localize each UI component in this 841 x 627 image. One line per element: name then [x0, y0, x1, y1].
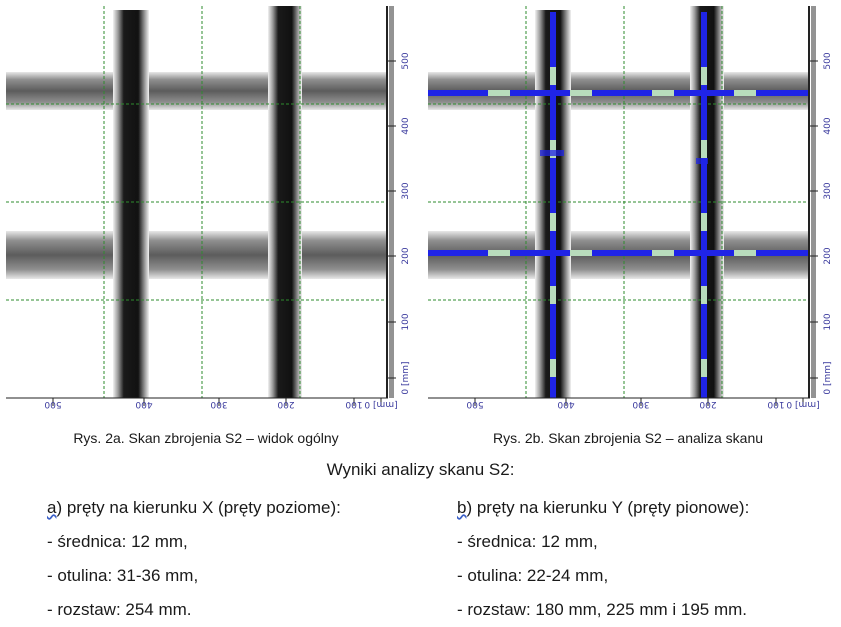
overlay-marker-2: [696, 158, 708, 164]
x-tick-label-5: 100: [767, 399, 784, 409]
results-y-cover: - otulina: 22-24 mm,: [457, 566, 609, 585]
x-tick-label-1: 500: [44, 399, 61, 409]
x-tick-label-4: 200: [699, 399, 716, 409]
y-tick-label-2: 400: [823, 117, 833, 134]
x-tick-label-6: [mm] 0: [786, 399, 819, 409]
y-tick-label-1: 500: [823, 52, 833, 69]
y-axis-shade: [389, 6, 394, 398]
x-tick-label-5: 100: [345, 399, 362, 409]
results-x-direction: a) pręty na kierunku X (pręty poziome): …: [47, 491, 341, 627]
horizontal-rebar-2: [6, 231, 386, 279]
caption-a: Rys. 2a. Skan zbrojenia S2 – widok ogóln…: [73, 430, 339, 446]
y-axis-line: [386, 6, 388, 398]
x-tick-label-1: 500: [466, 399, 483, 409]
y-tick-label-3: 300: [401, 182, 411, 199]
results-heading: Wyniki analizy skanu S2:: [326, 460, 515, 479]
results-x-title-text: ) pręty na kierunku X (pręty poziome):: [56, 498, 341, 517]
y-axis-line: [808, 6, 810, 398]
scan-figure-a: 500 400 300 200 100 0 [mm] 500 400 300 200 100 [mm]…: [6, 6, 420, 414]
y-tick-label-1: 500: [401, 52, 411, 69]
y-tick-label-2: 400: [401, 117, 411, 134]
x-tick-label-3: 300: [632, 399, 649, 409]
y-tick-label-6: 0 [mm]: [823, 361, 833, 394]
results-x-diameter: - średnica: 12 mm,: [47, 532, 188, 551]
y-tick-label-4: 200: [401, 247, 411, 264]
results-y-direction: b) pręty na kierunku Y (pręty pionowe): …: [457, 491, 749, 627]
y-tick-label-4: 200: [823, 247, 833, 264]
results-x-letter: a: [47, 498, 57, 517]
caption-b: Rys. 2b. Skan zbrojenia S2 – analiza ska…: [492, 430, 764, 446]
results-x-cover: - otulina: 31-36 mm,: [47, 566, 199, 585]
results-y-diameter: - średnica: 12 mm,: [457, 532, 598, 551]
y-tick-label-3: 300: [823, 182, 833, 199]
overlay-marker-1: [540, 150, 564, 156]
y-tick-label-5: 100: [401, 313, 411, 330]
results-x-spacing: - rozstaw: 254 mm.: [47, 600, 192, 619]
results-y-letter: b: [457, 498, 467, 517]
results-y-title: b) pręty na kierunku Y (pręty pionowe):: [457, 491, 749, 525]
x-tick-label-3: 300: [210, 399, 227, 409]
results-y-title-text: ) pręty na kierunku Y (pręty pionowe):: [466, 498, 750, 517]
scan-figure-b: 500 400 300 200 100 0 [mm] 500 400 300 200 100 [mm]…: [428, 6, 841, 414]
results-x-title: a) pręty na kierunku X (pręty poziome):: [47, 491, 341, 525]
y-tick-label-5: 100: [823, 313, 833, 330]
results-y-spacing: - rozstaw: 180 mm, 225 mm i 195 mm.: [457, 600, 748, 619]
x-tick-label-2: 400: [557, 399, 574, 409]
x-tick-label-2: 400: [135, 399, 152, 409]
vertical-rebar-1: [113, 10, 149, 398]
y-axis-shade: [811, 6, 816, 398]
x-tick-label-4: 200: [277, 399, 294, 409]
y-tick-label-6: 0 [mm]: [401, 361, 411, 394]
x-tick-label-6: [mm] 0: [364, 399, 397, 409]
